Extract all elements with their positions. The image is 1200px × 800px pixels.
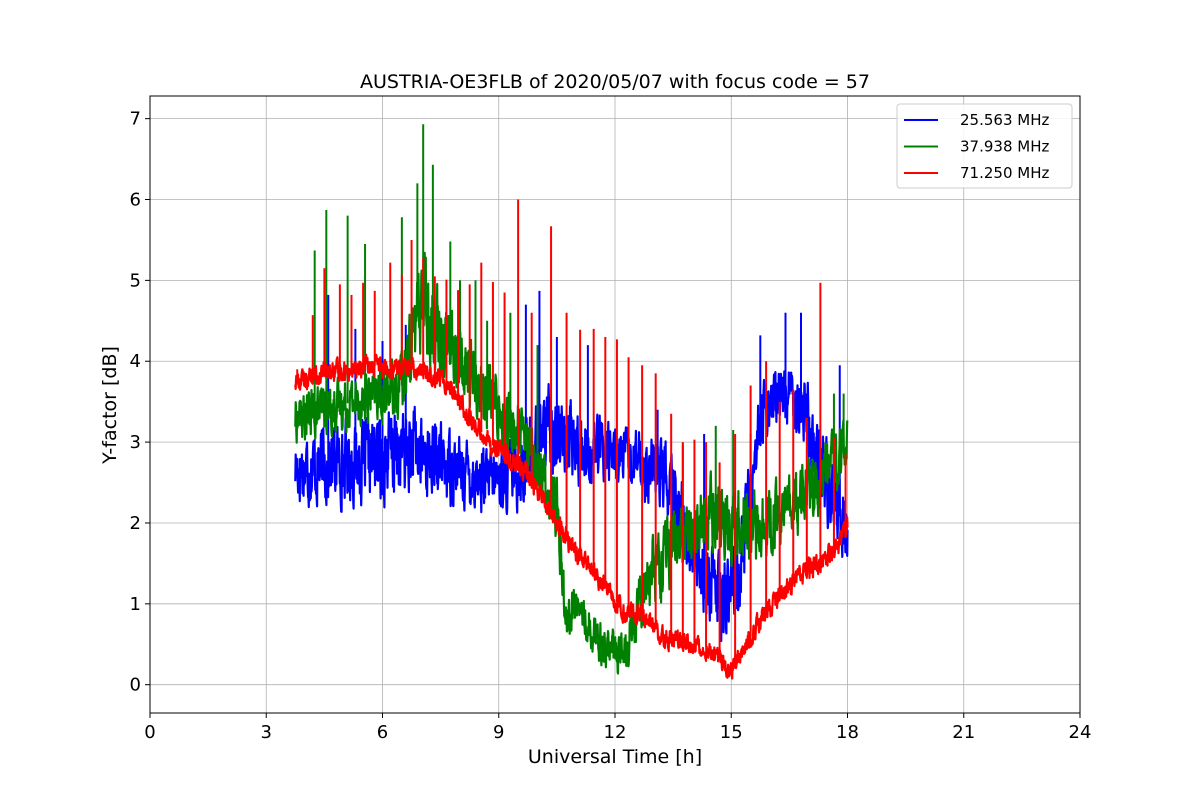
legend: 25.563 MHz 37.938 MHz 71.250 MHz xyxy=(896,103,1073,189)
x-tick-label: 6 xyxy=(377,722,388,743)
series-line-1 xyxy=(294,370,849,643)
x-tick-label: 9 xyxy=(493,722,504,743)
y-tick-label: 3 xyxy=(130,432,141,453)
x-tick-label: 15 xyxy=(720,722,743,743)
y-tick-label: 2 xyxy=(130,513,141,534)
legend-label: 37.938 MHz xyxy=(960,138,1049,156)
y-tick-label: 4 xyxy=(130,351,141,372)
y-tick-label: 5 xyxy=(130,270,141,291)
legend-label: 25.563 MHz xyxy=(960,111,1049,129)
x-tick-label: 24 xyxy=(1069,722,1092,743)
series-line-3 xyxy=(294,353,849,680)
y-tick-label: 0 xyxy=(130,675,141,696)
y-axis-label: Y-factor [dB] xyxy=(99,346,121,465)
x-tick-label: 21 xyxy=(952,722,975,743)
legend-box xyxy=(896,103,1073,189)
chart-title: AUSTRIA-OE3FLB of 2020/05/07 with focus … xyxy=(360,71,870,93)
y-tick-label: 7 xyxy=(130,109,141,130)
x-tick-label: 18 xyxy=(836,722,859,743)
series-group xyxy=(294,124,849,680)
legend-label: 71.250 MHz xyxy=(960,164,1049,182)
x-tick-label: 12 xyxy=(604,722,627,743)
y-tick-label: 6 xyxy=(130,190,141,211)
x-tick-label: 0 xyxy=(144,722,155,743)
x-axis-label: Universal Time [h] xyxy=(528,746,702,768)
grid xyxy=(149,96,1081,713)
x-tick-label: 3 xyxy=(261,722,272,743)
y-tick-label: 1 xyxy=(130,594,141,615)
